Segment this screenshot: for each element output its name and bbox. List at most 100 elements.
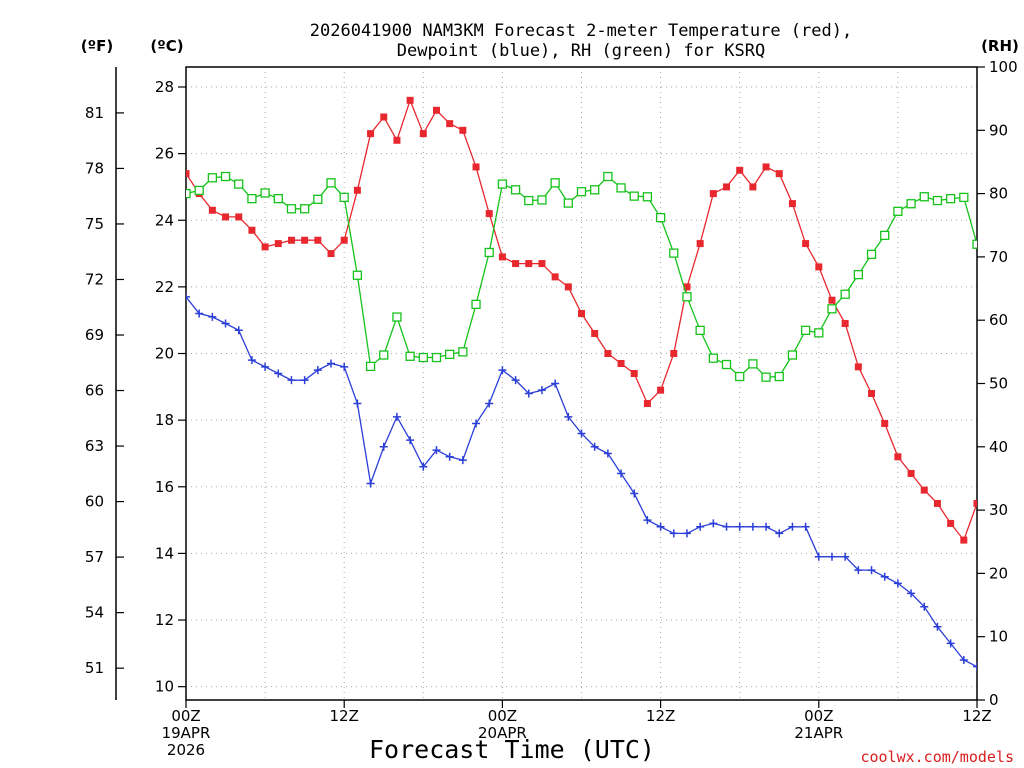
rh-axis-ticks: 0 10 20 30 40 50 60 70 80 90 100 [977,58,1018,709]
temperature-line [186,98,977,542]
rh-point [458,347,468,357]
time-tick-label: 20APR [478,724,527,742]
dewpoint-point [775,529,784,538]
rh-point [932,195,943,206]
temperature-point [578,310,585,318]
rh-point [787,350,798,360]
temperature-point [564,283,572,291]
rh-point [550,178,560,188]
rh-point [655,213,666,223]
dewpoint-point [327,359,336,368]
time-tick-label: 19APR [162,724,211,742]
rh-tick-label: 40 [989,438,1008,456]
fahrenheit-tick-label: 75 [85,215,104,233]
celsius-tick-label: 22 [155,278,174,296]
temperature-point [340,236,348,244]
fahrenheit-tick-label: 51 [85,659,104,677]
celsius-tick-label: 10 [155,678,174,696]
temperature-point [353,186,361,194]
rh-point [286,204,297,214]
rh-point [313,194,323,204]
dewpoint-point [366,479,375,488]
rh-point [893,206,903,216]
fahrenheit-tick-label: 81 [85,104,104,122]
temperature-point [828,296,836,304]
temperature-point [775,170,783,178]
dewpoint-point [537,386,546,395]
temperature-point [235,213,243,221]
dewpoint-point [603,449,612,458]
temperature-point [960,536,968,544]
x-axis-label: Forecast Time (UTC) [369,735,655,764]
temperature-point [617,360,625,368]
rh-point [682,292,692,302]
celsius-unit-label: (ºC) [150,37,183,55]
temperature-point [525,260,533,268]
axes [115,66,978,701]
temperature-point [854,363,862,371]
rh-point [220,171,231,182]
temperature-point [881,419,889,427]
temperature-point [683,283,691,291]
temperature-point [512,260,520,268]
dewpoint-point [379,442,388,451]
dewpoint-point [392,412,401,421]
temperature-point [208,206,216,214]
dewpoint-point [959,656,968,665]
dewpoint-point [577,429,586,438]
temperature-point [709,190,717,198]
temperature-point [380,113,388,121]
temperature-point [432,106,440,114]
rh-point [194,185,204,196]
celsius-tick-label: 14 [155,544,174,562]
temperature-point [301,236,309,244]
temperature-point [222,213,230,221]
dewpoint-point [195,309,204,318]
dewpoint-point [682,529,691,538]
dewpoint-point [841,552,850,561]
rh-point [853,269,863,280]
celsius-tick-label: 16 [155,478,174,496]
dewpoint-point [287,376,296,385]
temperature-point [459,126,467,134]
dewpoint-point [801,522,810,531]
dewpoint-point [827,552,836,561]
time-tick-label: 21APR [794,724,843,742]
rh-point [945,194,956,204]
rh-series [186,171,977,382]
dewpoint-point [630,489,639,498]
temperature-point [551,273,559,281]
temperature-point [907,469,915,477]
temperature-point [538,260,546,268]
rh-point [510,185,521,195]
temperature-point [643,399,651,407]
dewpoint-point [722,522,731,531]
dewpoint-point [748,522,757,531]
rh-point [774,371,784,382]
dewpoint-point [432,446,441,455]
dewpoint-point [709,519,718,528]
rh-point [906,199,916,209]
dewpoint-point [867,566,876,575]
temperature-point [604,350,612,358]
rh-point [708,353,718,363]
rh-point [273,194,283,204]
temperature-point [815,263,823,271]
time-tick-label: 00Z [171,707,200,725]
dewpoint-point [247,356,256,365]
rh-point [537,195,547,205]
dewpoint-point [880,572,889,581]
temperature-point [802,240,810,248]
series-layer [186,96,977,671]
temperature-point [657,386,665,394]
temperature-point [248,226,256,234]
temperature-point [749,183,757,191]
celsius-tick-label: 24 [155,211,174,229]
celsius-tick-label: 12 [155,611,174,629]
dewpoint-point [340,362,349,371]
temperature-point [406,96,414,104]
fahrenheit-unit-label: (ºF) [81,37,113,55]
celsius-tick-label: 20 [155,345,174,363]
fahrenheit-tick-label: 78 [85,159,104,177]
